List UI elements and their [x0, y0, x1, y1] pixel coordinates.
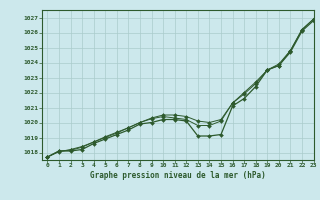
X-axis label: Graphe pression niveau de la mer (hPa): Graphe pression niveau de la mer (hPa) [90, 171, 266, 180]
